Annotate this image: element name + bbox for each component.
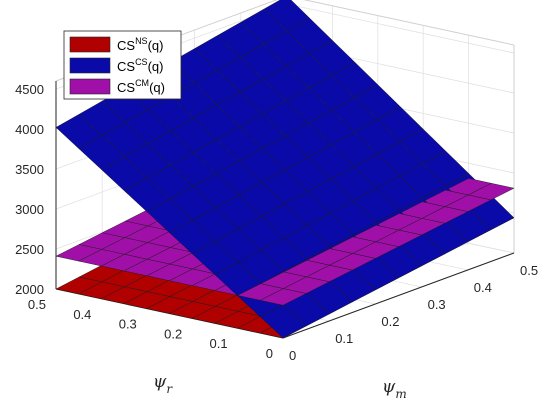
legend-label-cs: CSCS(q) — [117, 57, 163, 74]
legend-swatch-ns — [69, 36, 111, 53]
y-tick-label: 0.5 — [28, 297, 46, 312]
z-tick-label: 3500 — [15, 162, 44, 177]
z-tick-label: 4500 — [15, 82, 44, 97]
y-tick-label: 0.3 — [119, 317, 137, 332]
tick-labels: 00.10.20.30.40.500.10.20.30.40.520002500… — [15, 82, 538, 363]
y-axis-label: ψr — [153, 372, 173, 396]
y-tick-label: 0.4 — [73, 307, 91, 322]
legend-entry-cs: CSCS(q) — [69, 57, 163, 74]
legend-label-ns: CSNS(q) — [117, 36, 163, 53]
z-tick-label: 3000 — [15, 202, 44, 217]
x-axis-label: ψm — [382, 377, 407, 401]
surface-patch-cs — [55, 113, 103, 149]
x-tick-label: 0.2 — [381, 314, 399, 329]
x-axis-line — [282, 252, 515, 339]
surface-plot-area — [55, 0, 515, 339]
surface-patch-cm — [259, 288, 307, 306]
z-tick-label: 2000 — [15, 282, 44, 297]
legend-swatch-cs — [69, 57, 111, 74]
x-tick-label: 0.3 — [428, 297, 446, 312]
legend-entry-cm: CSCM(q) — [69, 78, 165, 95]
legend-entry-ns: CSNS(q) — [69, 36, 163, 53]
z-tick-label: 4000 — [15, 122, 44, 137]
box-edge — [303, 0, 515, 46]
z-tick-label: 2500 — [15, 242, 44, 257]
x-tick-label: 0 — [289, 348, 296, 363]
x-tick-label: 0.1 — [335, 331, 353, 346]
y-tick-label: 0.1 — [210, 336, 228, 351]
x-tick-label: 0.5 — [520, 263, 538, 278]
legend-swatch-cm — [69, 78, 111, 95]
y-tick-label: 0 — [266, 346, 273, 361]
right-wall-gridline-z — [286, 3, 515, 54]
legend-label-cm: CSCM(q) — [117, 78, 165, 95]
y-tick-label: 0.2 — [164, 326, 182, 341]
legend: CSNS(q) CSCS(q) CSCM(q) — [63, 30, 182, 100]
x-tick-label: 0.4 — [474, 280, 492, 295]
axis-labels: ψm ψr — [153, 372, 407, 401]
